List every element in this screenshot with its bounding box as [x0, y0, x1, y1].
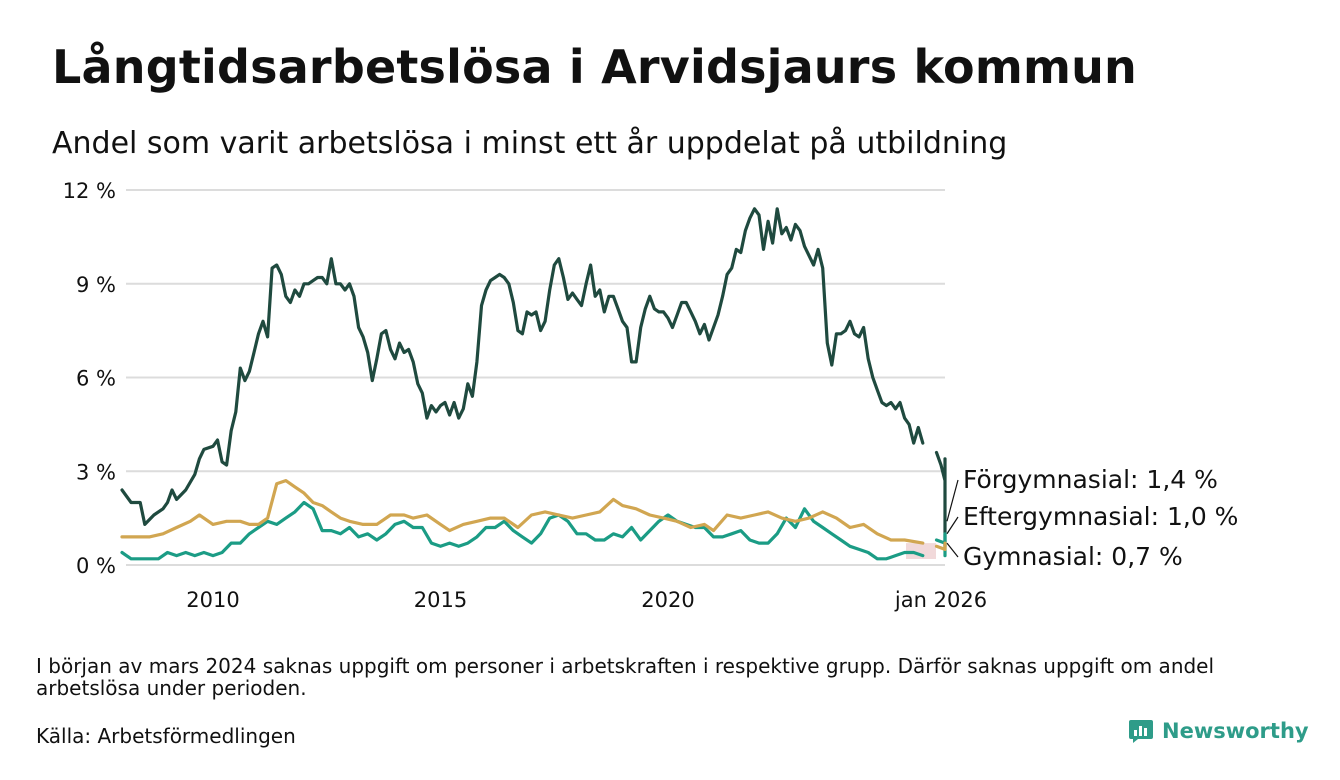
end-label-gymnasial: Gymnasial: 0,7 % — [963, 542, 1183, 571]
y-tick-label: 6 % — [76, 367, 116, 391]
leader-line — [946, 479, 959, 522]
brand-name: Newsworthy — [1162, 719, 1309, 743]
series-line-förgymnasial — [120, 207, 947, 548]
y-tick-label: 12 % — [63, 179, 116, 203]
y-tick-label: 0 % — [76, 554, 116, 578]
y-tick-label: 9 % — [76, 273, 116, 297]
series-lines — [120, 207, 947, 561]
source-text: Källa: Arbetsförmedlingen — [36, 724, 296, 748]
line-chart: 0 % 3 % 6 % 9 % 12 % 2010 2015 2020 jan 2026 För… — [63, 179, 1239, 612]
brand-logo: Newsworthy — [1128, 718, 1309, 744]
end-labels: Förgymnasial: 1,4 % Eftergymnasial: 1,0 %… — [946, 465, 1238, 571]
gridlines — [126, 189, 945, 566]
leader-line — [946, 516, 959, 535]
gap-highlight — [906, 543, 936, 559]
y-tick-label: 3 % — [76, 460, 116, 484]
x-tick-label: 2010 — [186, 588, 239, 612]
end-label-förgymnasial: Förgymnasial: 1,4 % — [963, 465, 1218, 494]
missing-data-shading — [906, 543, 936, 559]
chart-subtitle: Andel som varit arbetslösa i minst ett å… — [52, 126, 1008, 161]
x-tick-label: 2015 — [414, 588, 467, 612]
chart-title: Långtidsarbetslösa i Arvidsjaurs kommun — [52, 40, 1138, 94]
newsworthy-bar-icon — [1129, 720, 1153, 743]
end-label-eftergymnasial: Eftergymnasial: 1,0 % — [963, 502, 1238, 531]
leader-line — [946, 542, 959, 558]
x-tick-label: jan 2026 — [894, 588, 987, 612]
footnote: I början av mars 2024 saknas uppgift om … — [36, 654, 1215, 700]
series-line-gymnasial — [120, 479, 947, 551]
axis-labels: 0 % 3 % 6 % 9 % 12 % 2010 2015 2020 jan 2026 — [63, 179, 987, 612]
x-tick-label: 2020 — [641, 588, 694, 612]
